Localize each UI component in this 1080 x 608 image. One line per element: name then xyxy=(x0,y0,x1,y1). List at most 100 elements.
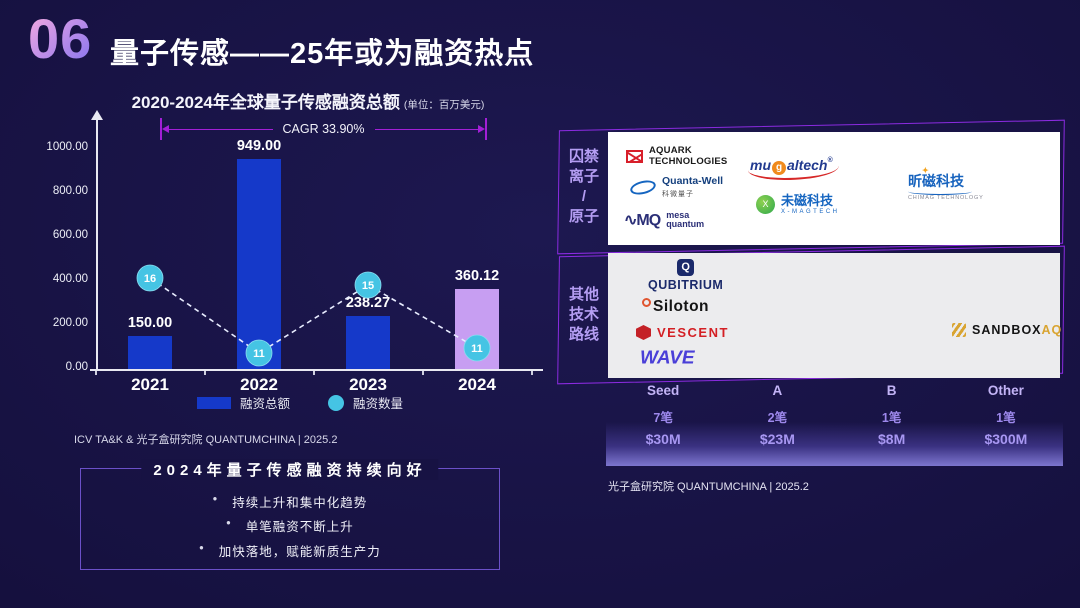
amount-row-gradient-band xyxy=(606,422,1063,466)
chimag-star-icon: ✦ xyxy=(922,166,929,175)
siloton-ring-icon xyxy=(642,298,651,307)
logo-x-magtech: X 未磁科技 X-MAGTECH xyxy=(756,194,840,215)
bar-2021 xyxy=(128,336,172,369)
x-axis xyxy=(90,369,543,371)
logo-qubitrium: Q QUBITRIUM xyxy=(648,259,724,292)
logo-quanta-well: Quanta-Well 科微量子 xyxy=(628,175,723,199)
bullet-icon: • xyxy=(199,541,205,556)
amount: $30M xyxy=(645,431,681,447)
logo-vescent: VESCENT xyxy=(636,325,729,340)
logo-siloton: Siloton xyxy=(642,298,709,316)
legend-item-total: 融资总额 xyxy=(196,393,290,412)
financing-chart: CAGR 33.90% 1000.00 800.00 600.00 400.00… xyxy=(46,110,543,412)
deal-count: 2笔 xyxy=(767,411,788,425)
chart-title: 2020-2024年全球量子传感融资总额 (单位：百万美元) xyxy=(58,88,558,113)
logo-panel-trapped: AQUARK TECHNOLOGIES mu g altech® Quanta-Wel… xyxy=(608,132,1060,245)
section-other-routes: 其他 技术 路线 Q QUBITRIUM Siloton VESCENT WAV… xyxy=(556,245,1068,385)
deal-count: 1笔 xyxy=(996,411,1016,425)
stage-header-row: Seed A B Other xyxy=(606,383,1063,398)
legend-item-count: 融资数量 xyxy=(328,393,403,412)
section-trapped-ion-atom: 囚禁 离子 / 原子 AQUARK TECHNOLOGIES mu g altech®… xyxy=(556,119,1068,255)
logo-wave: WAVE xyxy=(640,348,695,369)
x-magtech-globe-icon: X xyxy=(756,195,775,214)
count-marker-value: 16 xyxy=(144,273,156,285)
sandboxaq-icon xyxy=(952,323,966,337)
bar-2024 xyxy=(455,289,499,369)
x-category-label: 2021 xyxy=(131,375,169,394)
y-tick-label: 200.00 xyxy=(52,317,88,329)
qubitrium-q-icon: Q xyxy=(677,259,695,276)
amount-row: $30M $23M $8M $300M xyxy=(606,431,1063,447)
x-axis-tick xyxy=(531,371,533,375)
y-axis-arrow-icon xyxy=(91,110,103,120)
count-marker xyxy=(136,264,164,292)
legend-bar-swatch xyxy=(196,396,231,409)
vescent-hexagon-icon xyxy=(636,325,651,340)
stage-header: Other xyxy=(987,383,1024,398)
cagr-right-arrow-icon xyxy=(478,125,486,133)
legend-label: 融资数量 xyxy=(353,397,404,411)
bar-value-label: 949.00 xyxy=(236,138,282,154)
bar-value-label: 150.00 xyxy=(127,315,173,331)
mugaltech-g-icon: g xyxy=(772,161,786,175)
y-tick-label: 600.00 xyxy=(52,229,88,241)
cagr-label: CAGR 33.90% xyxy=(282,122,365,136)
cagr-left-tick xyxy=(160,118,162,140)
deal-count: 1笔 xyxy=(881,411,902,425)
logo-sandboxaq: SANDBOXAQ xyxy=(952,323,1062,337)
bullet-row: • 加快落地，赋能新质生产力 xyxy=(91,541,489,560)
bar-2022 xyxy=(237,159,281,369)
legend-label: 融资总额 xyxy=(239,397,290,411)
bullet-icon: • xyxy=(226,516,232,531)
quanta-well-ellipse-icon xyxy=(628,178,658,197)
chart-title-text: 2020-2024年全球量子传感融资总额 xyxy=(131,93,400,112)
x-axis-tick xyxy=(422,371,424,375)
y-tick-label: 800.00 xyxy=(52,185,88,197)
bar-value-label: 238.27 xyxy=(345,295,391,311)
chart-legend: 融资总额 融资数量 xyxy=(60,393,540,412)
slide-number: 06 xyxy=(28,7,93,70)
bar-value-label: 360.12 xyxy=(454,268,500,284)
bullet-text: 单笔融资不断上升 xyxy=(245,520,354,535)
y-tick-label: 1000.00 xyxy=(46,141,88,153)
stage-header: Seed xyxy=(646,383,680,398)
amount: $8M xyxy=(878,431,906,447)
highlight-box-title: 2024年量子传感融资持续向好 xyxy=(141,459,439,480)
highlight-bullets: • 持续上升和集中化趋势 • 单笔融资不断上升 • 加快落地，赋能新质生产力 xyxy=(91,489,489,563)
chimag-arc-icon xyxy=(908,188,972,195)
deal-count-row: 7笔 2笔 1笔 1笔 xyxy=(606,407,1063,426)
logo-aquark-technologies: AQUARK TECHNOLOGIES xyxy=(626,145,727,168)
bullet-text: 加快落地，赋能新质生产力 xyxy=(218,545,381,560)
logo-chimag: ✦ 昕磁科技 CHIMAG TECHNOLOGY xyxy=(908,166,984,201)
amount: $23M xyxy=(759,431,795,447)
mesa-quantum-wave-icon: ∿MQ xyxy=(624,212,661,229)
stage-header: A xyxy=(772,383,783,398)
legend-dot-swatch xyxy=(328,394,344,411)
logo-mugaltech: mu g altech® xyxy=(748,156,839,180)
x-axis-tick xyxy=(95,371,97,375)
x-category-label: 2023 xyxy=(349,375,387,394)
x-category-label: 2024 xyxy=(458,375,496,394)
highlight-box: 2024年量子传感融资持续向好 • 持续上升和集中化趋势 • 单笔融资不断上升 … xyxy=(80,459,500,570)
bar-2023 xyxy=(346,316,390,369)
page-title: 量子传感——25年或为融资热点 xyxy=(110,38,535,70)
amount: $300M xyxy=(984,431,1028,447)
cagr-right-tick xyxy=(485,118,487,140)
x-axis-tick xyxy=(313,371,315,375)
logo-mesa-quantum: ∿MQ mesa quantum xyxy=(624,209,705,229)
count-marker-value: 15 xyxy=(362,280,374,292)
bullet-row: • 持续上升和集中化趋势 xyxy=(91,492,489,511)
y-tick-label: 400.00 xyxy=(52,273,88,285)
bullet-icon: • xyxy=(212,491,219,506)
stage-header: B xyxy=(886,383,897,398)
bullet-row: • 单笔融资不断上升 xyxy=(91,516,489,535)
deal-count: 7笔 xyxy=(653,411,673,425)
x-axis-tick xyxy=(204,371,206,375)
source-note-left: ICV TA&K & 光子盒研究院 QUANTUMCHINA | 2025.2 xyxy=(74,434,338,446)
y-tick-label: 0.00 xyxy=(65,361,88,373)
y-axis xyxy=(96,120,98,370)
logo-panel-other: Q QUBITRIUM Siloton VESCENT WAVE SANDBOX… xyxy=(608,253,1062,378)
aquark-x-icon xyxy=(626,150,643,164)
bullet-text: 持续上升和集中化趋势 xyxy=(232,495,368,510)
